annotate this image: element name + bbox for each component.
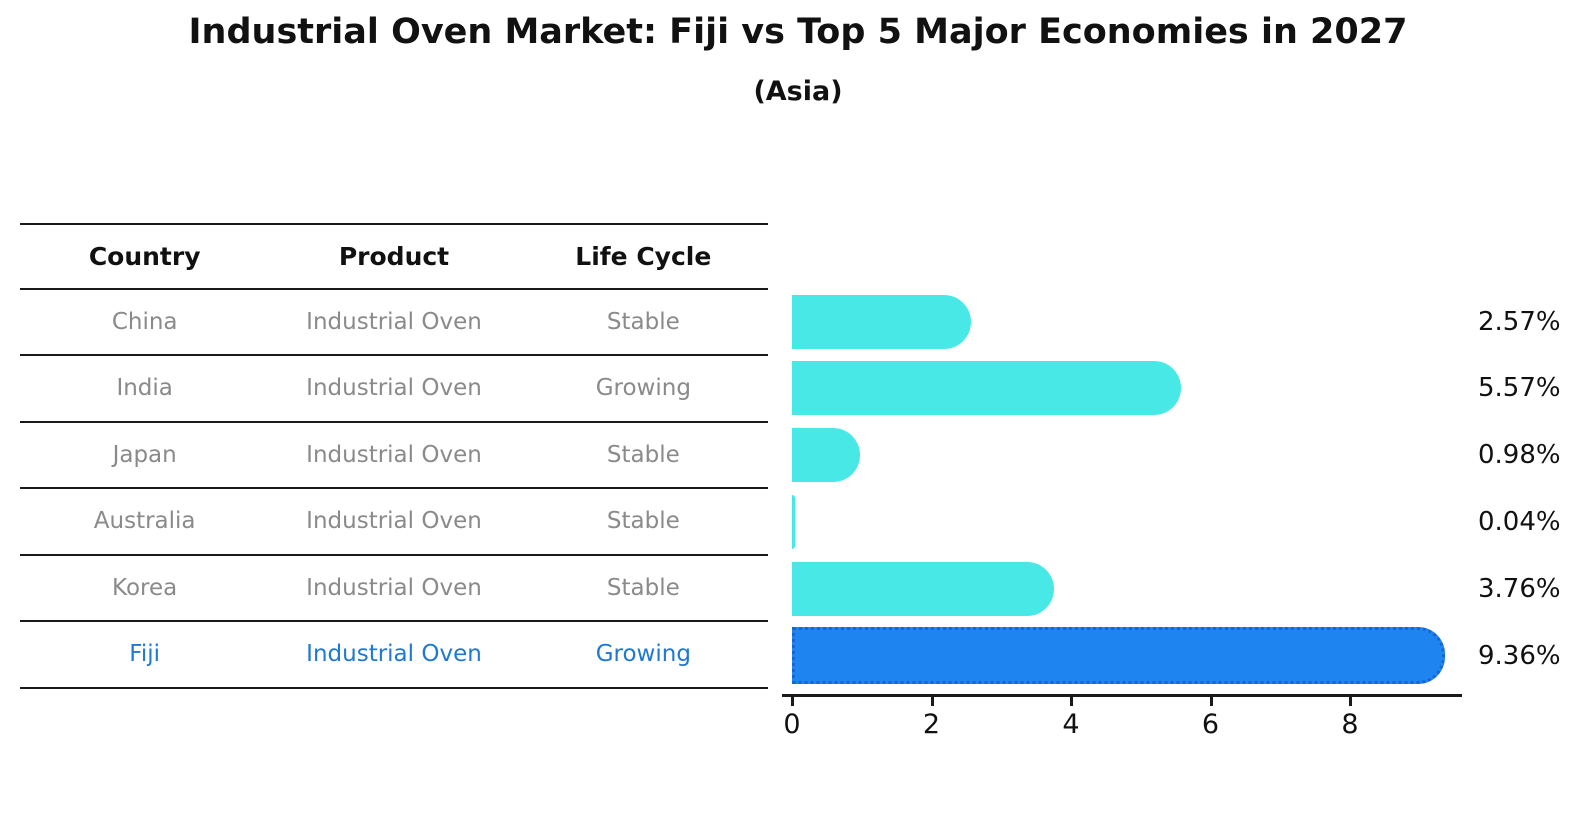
cell-country: China [111,308,178,335]
cell-life-cycle: Stable [606,508,680,535]
cell-life-cycle: Stable [606,574,680,601]
table-row-china: China Industrial Oven Stable [20,290,768,356]
x-tick-mark-8 [1349,697,1352,706]
cell-country: Fiji [129,641,161,668]
x-tick-mark-0 [791,697,794,706]
value-label-fiji: 9.36% [1478,640,1561,671]
table-row-japan: Japan Industrial Oven Stable [20,423,768,489]
table-row-india: India Industrial Oven Growing [20,356,768,423]
cell-country: Australia [93,508,196,535]
country-table: Country Product Life Cycle China Industri… [20,223,768,689]
cell-product: Industrial Oven [306,375,482,402]
bar-japan [792,428,861,483]
cell-product: Industrial Oven [306,308,482,335]
bar-china [792,294,972,349]
table-row-fiji: Fiji Industrial Oven Growing [20,622,768,689]
value-label-korea: 3.76% [1478,573,1561,604]
x-tick-mark-4 [1070,697,1073,706]
value-label-japan: 0.98% [1478,440,1561,471]
cell-product: Industrial Oven [306,641,482,668]
x-tick-label-2: 2 [922,709,941,740]
column-header-life-cycle: Life Cycle [575,241,712,271]
column-header-product: Product [338,241,450,271]
value-label-australia: 0.04% [1478,506,1561,537]
table-row-korea: Korea Industrial Oven Stable [20,556,768,622]
x-tick-label-0: 0 [783,709,801,740]
cell-product: Industrial Oven [306,574,482,601]
x-tick-mark-2 [930,697,934,706]
x-tick-label-4: 4 [1062,709,1080,740]
table-header-row: Country Product Life Cycle [20,223,768,290]
x-tick-label-6: 6 [1201,709,1220,740]
cell-country: Japan [112,441,177,468]
x-tick-label-8: 8 [1341,709,1359,740]
bar-india [792,361,1181,416]
cell-life-cycle: Growing [595,375,691,402]
cell-product: Industrial Oven [306,441,482,468]
table-row-australia: Australia Industrial Oven Stable [20,489,768,556]
cell-life-cycle: Stable [606,308,680,335]
cell-country: Korea [112,574,178,601]
cell-product: Industrial Oven [306,508,482,535]
cell-country: India [116,375,173,402]
value-label-china: 2.57% [1478,306,1561,337]
cell-life-cycle: Growing [595,641,691,668]
chart-title: Industrial Oven Market: Fiji vs Top 5 Ma… [188,12,1408,52]
table-body: China Industrial Oven Stable India Industria… [20,290,768,689]
cell-life-cycle: Stable [606,441,680,468]
bar-fiji [792,626,1445,684]
column-header-country: Country [88,241,201,271]
bar-australia [792,494,795,549]
x-tick-mark-6 [1209,697,1213,706]
bar-korea [792,561,1055,616]
value-label-india: 5.57% [1478,373,1561,404]
x-axis-line [782,694,1462,697]
chart-subtitle: (Asia) [753,76,843,107]
